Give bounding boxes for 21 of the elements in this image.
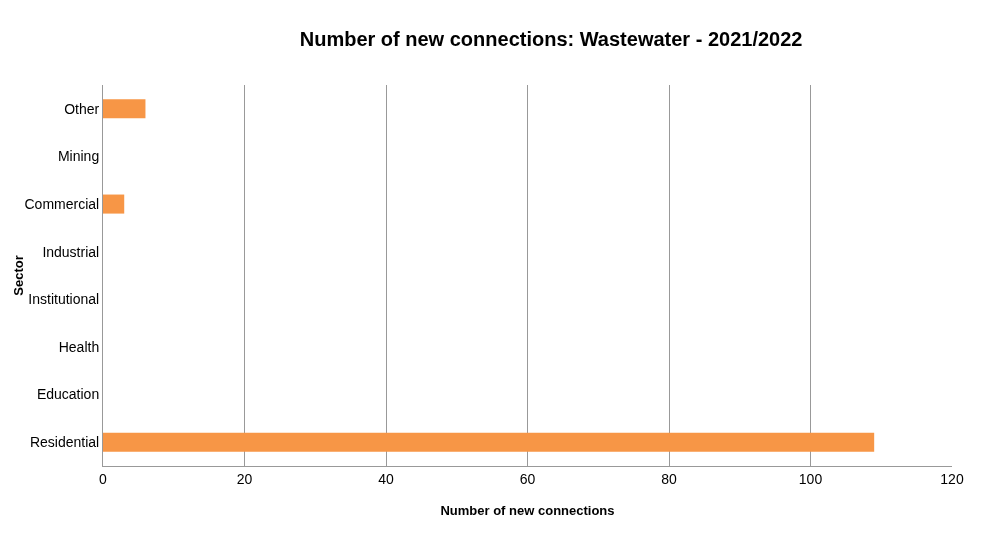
bar	[103, 194, 125, 214]
y-tick-label: Education	[36, 386, 100, 403]
x-tick-label: 80	[661, 470, 677, 487]
y-tick-label: Residential	[29, 434, 100, 451]
x-tick-label: 100	[798, 470, 823, 487]
bar	[103, 99, 146, 119]
y-tick-label: Institutional	[28, 291, 100, 308]
chart-title: Number of new connections: Wastewater - 2021/2022	[299, 28, 803, 51]
x-tick-label: 40	[378, 470, 394, 487]
y-tick-label: Health	[58, 338, 100, 355]
x-tick-label: 120	[940, 470, 964, 487]
x-tick-label: 0	[99, 470, 108, 487]
y-tick-label: Industrial	[42, 243, 100, 260]
y-axis-title: Sector	[11, 255, 27, 296]
y-tick-label: Commercial	[24, 195, 100, 212]
x-axis-title: Number of new connections	[440, 503, 615, 518]
x-tick-label: 20	[236, 470, 253, 487]
bar	[103, 432, 875, 452]
x-tick-label: 60	[519, 470, 536, 487]
y-tick-label: Mining	[57, 148, 100, 165]
y-tick-label: Other	[64, 100, 100, 117]
